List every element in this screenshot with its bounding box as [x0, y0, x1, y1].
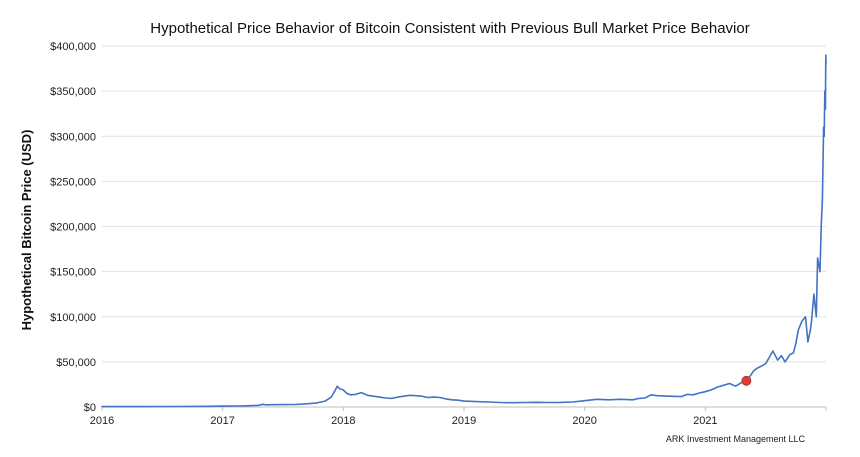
series-layer — [101, 54, 827, 408]
x-tick-label: 2019 — [452, 415, 476, 427]
current-price-marker — [741, 375, 752, 386]
y-tick-label: $300,000 — [50, 131, 96, 143]
x-tick-label: 2017 — [210, 415, 234, 427]
x-tick-label: 2020 — [572, 415, 596, 427]
y-tick-label: $50,000 — [56, 357, 96, 369]
y-tick-label: $200,000 — [50, 222, 96, 234]
y-tick-label: $250,000 — [50, 176, 96, 188]
y-tick-label: $400,000 — [50, 41, 96, 53]
x-tick-label: 2016 — [90, 415, 114, 427]
y-tick-label: $100,000 — [50, 312, 96, 324]
x-axis-ticks: 2016 2017 2018 2019 2020 2021 — [90, 407, 827, 427]
y-tick-label: $350,000 — [50, 86, 96, 98]
x-tick-label: 2018 — [331, 415, 355, 427]
y-tick-label: $0 — [84, 402, 96, 414]
chart-title: Hypothetical Price Behavior of Bitcoin C… — [150, 20, 749, 37]
price-series-line — [101, 54, 827, 408]
marker-layer — [741, 375, 752, 386]
y-axis-ticks: $0 $50,000 $100,000 $150,000 $200,000 $250,00… — [50, 41, 96, 414]
y-axis-label: Hypothetical Bitcoin Price (USD) — [19, 130, 34, 331]
source-credit: ARK Investment Management LLC — [666, 434, 806, 444]
x-tick-label: 2021 — [693, 415, 717, 427]
gridlines — [102, 45, 826, 363]
y-tick-label: $150,000 — [50, 267, 96, 279]
